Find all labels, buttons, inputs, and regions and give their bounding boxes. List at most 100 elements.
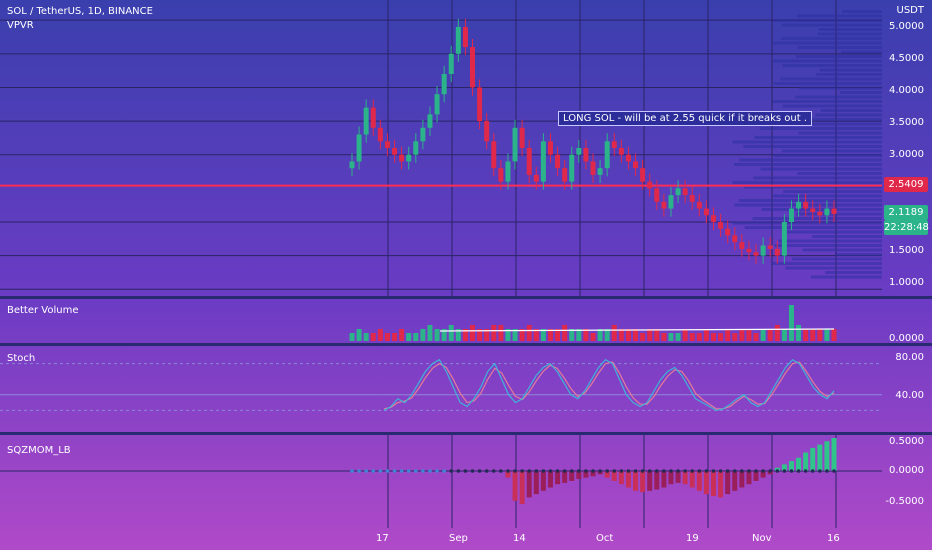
sqz-dot <box>740 469 744 473</box>
pane-separator[interactable] <box>0 296 932 299</box>
volume-bar <box>675 333 681 341</box>
sqz-dot <box>662 469 666 473</box>
vpvr-bar <box>773 122 882 126</box>
sqz-dot <box>534 469 539 473</box>
volume-bar <box>512 329 518 341</box>
sqz-bar <box>633 471 639 491</box>
volume-bar <box>788 305 794 341</box>
stoch-tick: 40.00 <box>895 390 924 401</box>
sqz-bar <box>618 471 624 485</box>
sqz-dot <box>633 469 638 473</box>
stoch-pane[interactable]: Stoch 80.00 40.00 <box>0 346 932 432</box>
sqzmom-tick: 0.5000 <box>889 436 924 447</box>
price-tick: 1.5000 <box>889 245 924 256</box>
stoch-k-line <box>383 358 835 412</box>
vpvr-bar <box>810 275 882 279</box>
candle-body <box>654 188 660 202</box>
vpvr-bar <box>773 194 882 198</box>
volume-scale[interactable]: 0.0000 <box>882 299 932 343</box>
sqz-bar <box>824 441 830 471</box>
stoch-scale[interactable]: 80.00 40.00 <box>882 346 932 432</box>
sqz-dot <box>442 469 446 473</box>
candle-body <box>590 161 596 175</box>
volume-bar <box>661 333 667 341</box>
volume-pane[interactable]: Better Volume 0.0000 <box>0 299 932 343</box>
sqz-dot <box>428 469 432 473</box>
volume-bar <box>470 325 475 341</box>
vpvr-bar <box>772 262 882 265</box>
volume-chart <box>349 305 837 341</box>
sqz-dot <box>647 469 652 473</box>
volume-bar <box>547 329 553 341</box>
sqz-dot <box>598 469 602 473</box>
volume-tick: 0.0000 <box>889 333 924 343</box>
volume-bar <box>406 333 412 341</box>
volume-title[interactable]: Better Volume <box>7 305 79 316</box>
volume-bar <box>640 333 646 341</box>
sqz-bar <box>540 471 546 491</box>
price-pane[interactable]: SOL / TetherUS, 1D, BINANCE VPVR LONG SO… <box>0 0 932 296</box>
sqzmom-pane[interactable]: SQZMOM_LB 0.5000 0.0000 -0.5000 <box>0 435 932 528</box>
sqz-dot <box>364 469 368 473</box>
sqz-dot <box>541 469 546 473</box>
sqz-dot <box>506 469 510 473</box>
candle-body <box>455 26 461 54</box>
sqz-bar <box>569 471 575 481</box>
candle-body <box>356 134 362 162</box>
vpvr-bar <box>773 41 882 45</box>
sqz-dot <box>810 469 815 473</box>
sqz-dot <box>477 469 482 473</box>
sqz-dot <box>761 469 765 473</box>
sqz-bar <box>533 471 539 495</box>
volume-bar <box>633 329 639 341</box>
pane-separator[interactable] <box>0 432 932 435</box>
vpvr-bar <box>834 253 882 256</box>
sqzmom-title[interactable]: SQZMOM_LB <box>7 445 71 456</box>
long-sol-annotation[interactable]: LONG SOL - will be at 2.55 quick if it b… <box>558 111 813 126</box>
vpvr-bar <box>796 55 882 58</box>
sqz-bar <box>611 471 617 481</box>
price-tick: 1.0000 <box>889 277 924 288</box>
candle-body <box>349 161 355 169</box>
vpvr-bar <box>797 172 882 175</box>
volume-bar <box>824 329 830 341</box>
sqz-dot <box>591 469 595 473</box>
stoch-title[interactable]: Stoch <box>7 353 36 364</box>
vpvr-bar <box>798 131 882 135</box>
pane-separator[interactable] <box>0 343 932 346</box>
vpvr-bar <box>795 95 882 99</box>
volume-bar <box>767 329 773 341</box>
volume-bar <box>498 325 504 341</box>
sqzmom-scale[interactable]: 0.5000 0.0000 -0.5000 <box>882 435 932 528</box>
vpvr-bar <box>732 181 882 184</box>
last-price-tag: 2.1189 <box>884 205 928 220</box>
vpvr-bar <box>791 257 882 261</box>
vpvr-indicator-label[interactable]: VPVR <box>7 20 34 31</box>
sqz-bar <box>810 447 816 471</box>
time-label: 19 <box>686 533 699 544</box>
sqz-dot <box>484 469 489 473</box>
volume-bar <box>583 329 589 341</box>
volume-bar <box>711 333 716 341</box>
volume-bar <box>689 333 695 341</box>
price-chart[interactable] <box>0 0 882 296</box>
sqz-bar <box>817 444 823 471</box>
sqz-dot <box>357 469 361 473</box>
vpvr-bar <box>774 244 882 247</box>
sqz-bar <box>725 471 731 495</box>
sqz-bar <box>547 471 553 488</box>
price-scale[interactable]: USDT 5.0000 4.5000 4.0000 3.5000 3.0000 … <box>882 0 932 296</box>
candle-body <box>555 154 561 169</box>
sqz-dot <box>463 469 468 473</box>
volume-bar <box>555 329 561 341</box>
candle-body <box>611 141 617 148</box>
volume-bar <box>831 329 837 341</box>
volume-bar <box>604 329 610 341</box>
sqz-bar <box>718 471 724 498</box>
sqz-bar <box>696 471 702 491</box>
vpvr-bar <box>842 10 882 13</box>
candle-body <box>597 168 603 175</box>
vpvr-bar <box>780 37 882 40</box>
volume-bar <box>817 329 823 341</box>
sqz-dot <box>704 469 709 473</box>
